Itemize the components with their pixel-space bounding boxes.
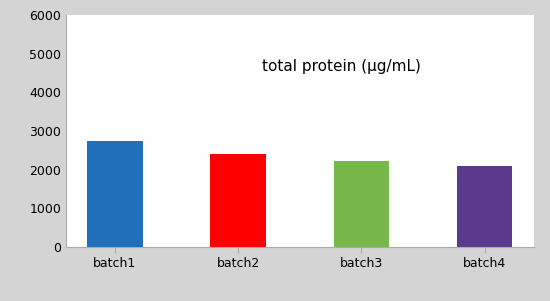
- Bar: [87, 141, 142, 247]
- Bar: [457, 166, 512, 247]
- Bar: [334, 161, 389, 247]
- Bar: [211, 154, 266, 247]
- Text: total protein (μg/mL): total protein (μg/mL): [262, 58, 421, 73]
